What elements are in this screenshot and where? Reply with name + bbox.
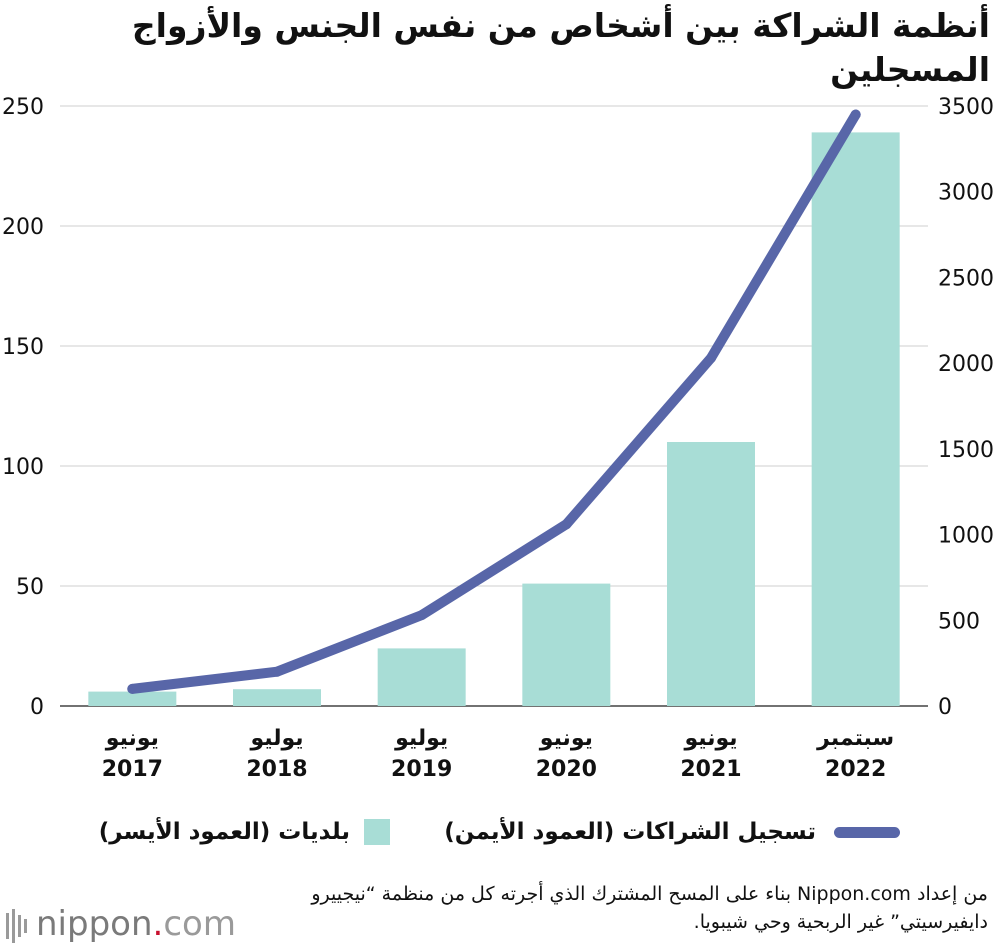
logo-tld: com	[163, 904, 236, 944]
legend-line-label: تسجيل الشراكات (العمود الأيمن)	[444, 819, 816, 845]
legend-item-bar: بلديات (العمود الأيسر)	[99, 812, 390, 852]
legend-bar-label: بلديات (العمود الأيسر)	[98, 819, 350, 845]
right-tick-label: 2500	[938, 266, 994, 291]
left-tick-label: 200	[2, 215, 44, 240]
right-tick-label: 1500	[938, 438, 994, 463]
right-tick-label: 3000	[938, 181, 994, 206]
x-axis-labels: يونيو 2017 يوليو 2018 يوليو 2019 يونيو 2020 يوني…	[102, 726, 894, 782]
chart-title: أنظمة الشراكة بين أشخاص من نفس الجنس وال…	[131, 6, 990, 89]
x-tick-year: 2022	[825, 757, 886, 782]
x-tick-year: 2019	[391, 757, 452, 782]
line-point	[127, 683, 138, 694]
line-point	[706, 353, 716, 363]
x-tick-year: 2017	[102, 757, 163, 782]
nippon-logo: nippon.com	[4, 904, 236, 944]
bar	[88, 691, 177, 706]
bar-series	[88, 132, 900, 706]
right-tick-label: 2000	[938, 352, 994, 377]
left-tick-label: 100	[2, 455, 44, 480]
right-tick-label: 1000	[938, 524, 994, 549]
bar	[667, 442, 755, 706]
line-point	[850, 109, 861, 120]
bar	[377, 648, 466, 706]
x-tick-year: 2018	[246, 757, 307, 782]
left-tick-label: 50	[16, 575, 44, 600]
legend-line-swatch	[834, 826, 900, 838]
x-tick-month: سبتمبر	[816, 726, 894, 751]
bar	[233, 689, 321, 706]
line-point	[272, 666, 282, 677]
legend-bar-swatch	[364, 819, 390, 845]
x-tick-year: 2020	[536, 757, 597, 782]
x-tick-month: يونيو	[105, 726, 159, 751]
left-axis-ticks: 0 50 100 150 200 250	[2, 95, 44, 720]
right-tick-label: 3500	[938, 95, 994, 120]
bar	[522, 583, 611, 706]
x-tick-month: يونيو	[683, 726, 737, 751]
line-point	[416, 610, 427, 621]
logo-mark-icon	[6, 908, 27, 943]
left-tick-label: 150	[2, 335, 44, 360]
x-tick-month: يوليو	[249, 726, 303, 751]
line-point	[561, 519, 572, 530]
right-tick-label: 500	[938, 609, 980, 634]
x-tick-year: 2021	[680, 757, 741, 782]
x-tick-month: يونيو	[539, 726, 593, 751]
logo-word: nippon	[36, 904, 153, 944]
left-tick-label: 0	[30, 695, 44, 720]
series-line	[127, 109, 861, 694]
source-note: من إعداد Nippon.com بناء على المسح المشت…	[311, 883, 988, 933]
right-axis-ticks: 0 500 1000 1500 2000 2500 3000 3500	[938, 95, 994, 720]
right-tick-label: 0	[938, 695, 952, 720]
grid-lines	[60, 105, 928, 707]
left-tick-label: 250	[2, 95, 44, 120]
x-tick-month: يوليو	[394, 726, 448, 751]
line-series	[127, 109, 861, 694]
bar	[811, 132, 900, 706]
logo-dot: .	[152, 904, 164, 944]
legend-item-line: تسجيل الشراكات (العمود الأيمن)	[444, 812, 900, 852]
